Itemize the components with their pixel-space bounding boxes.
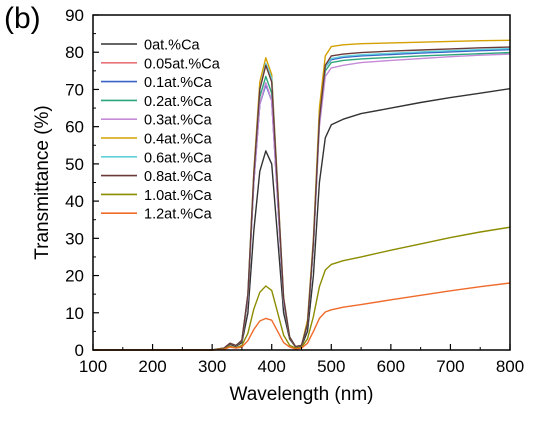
legend-label-3: 0.2at.%Ca — [144, 94, 213, 110]
x-axis-label: Wavelength (nm) — [230, 384, 374, 405]
x-tick-label-0: 100 — [79, 357, 107, 376]
x-tick-label-7: 800 — [496, 357, 524, 376]
legend-label-0: 0at.%Ca — [144, 38, 201, 54]
y-tick-label-1: 10 — [65, 304, 84, 323]
series-line-8 — [93, 226, 511, 351]
legend-label-2: 0.1at.%Ca — [144, 75, 213, 91]
x-tick-label-4: 500 — [317, 357, 345, 376]
y-axis-label: Transmittance (%) — [32, 105, 53, 260]
y-tick-label-7: 70 — [65, 80, 84, 99]
x-tick-label-2: 300 — [198, 357, 226, 376]
x-tick-label-6: 700 — [436, 357, 464, 376]
legend: 0at.%Ca 0.05at.%Ca 0.1at.%Ca 0.2at.%Ca 0.3at… — [101, 38, 221, 223]
legend-label-8: 1.0at.%Ca — [144, 188, 213, 204]
legend-label-5: 0.4at.%Ca — [144, 132, 213, 148]
y-tick-label-4: 40 — [65, 192, 84, 211]
panel-label: (b) — [4, 2, 41, 35]
legend-label-4: 0.3at.%Ca — [144, 113, 213, 129]
y-tick-label-9: 90 — [65, 6, 84, 25]
x-tick-label-1: 200 — [138, 357, 166, 376]
legend-label-7: 0.8at.%Ca — [144, 169, 213, 185]
x-tick-label-5: 600 — [377, 357, 405, 376]
y-tick-label-5: 50 — [65, 155, 84, 174]
x-tick-label-3: 400 — [258, 357, 286, 376]
legend-label-1: 0.05at.%Ca — [144, 56, 221, 72]
series-line-7 — [93, 46, 511, 351]
y-tick-label-8: 80 — [65, 43, 84, 62]
series-line-9 — [93, 282, 511, 351]
legend-label-6: 0.6at.%Ca — [144, 150, 213, 166]
y-tick-label-0: 0 — [75, 341, 84, 360]
y-tick-label-2: 20 — [65, 267, 84, 286]
y-tick-label-3: 30 — [65, 229, 84, 248]
y-tick-label-6: 60 — [65, 118, 84, 137]
legend-label-9: 1.2at.%Ca — [144, 207, 213, 223]
